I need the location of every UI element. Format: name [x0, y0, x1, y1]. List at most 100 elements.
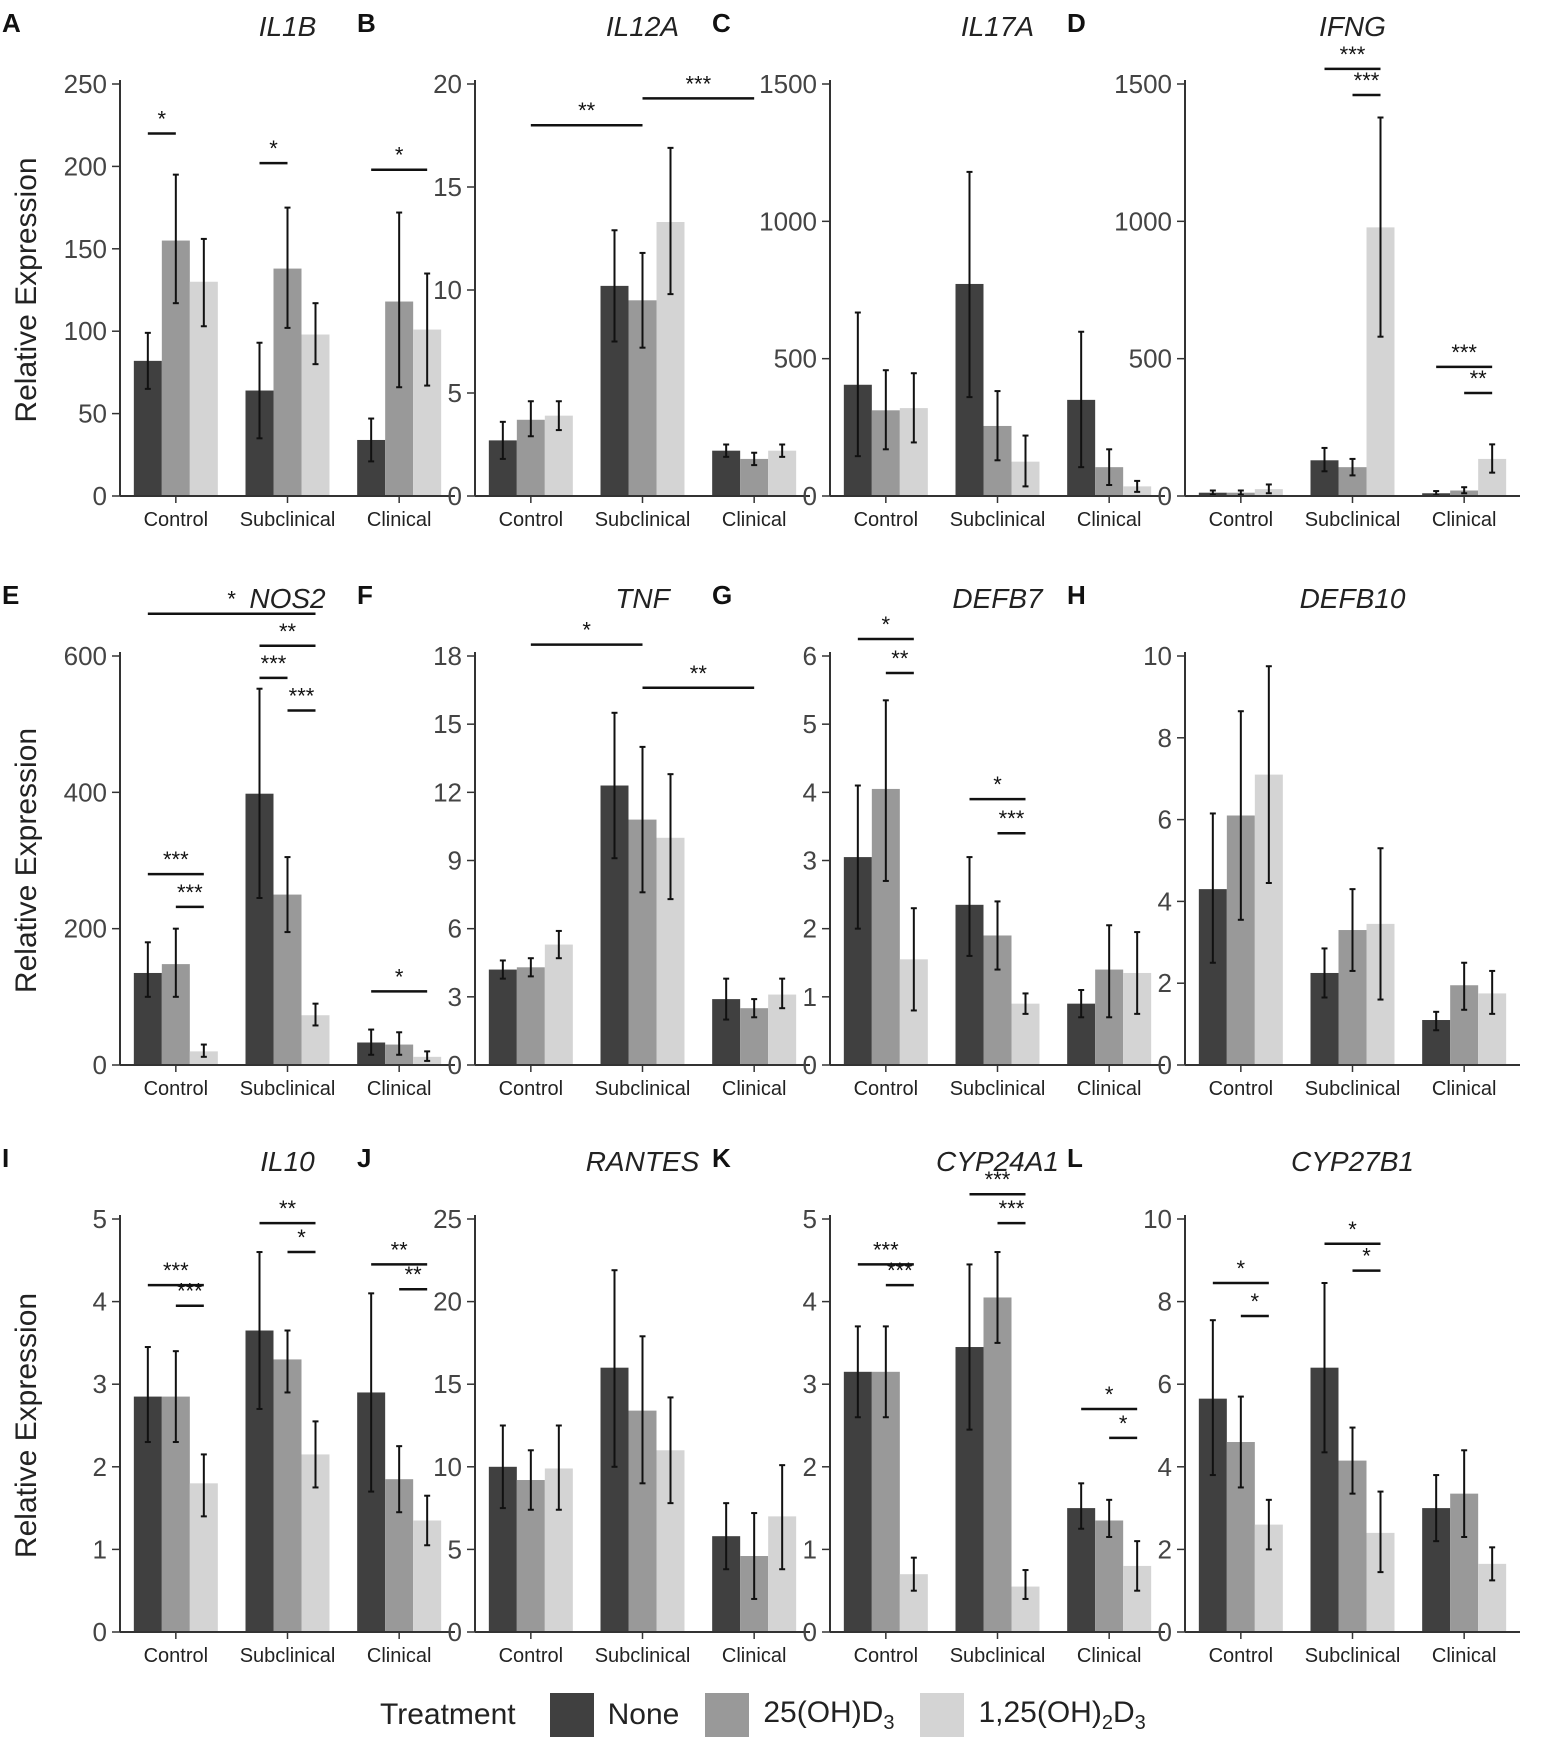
- y-tick-label: 1500: [1114, 69, 1172, 99]
- panel-letter: J: [357, 1143, 371, 1173]
- significance-label: *: [882, 612, 891, 637]
- panel-letter: I: [2, 1143, 9, 1173]
- y-tick-label: 500: [1129, 344, 1172, 374]
- panel-letter: A: [2, 8, 21, 38]
- significance-label: ***: [163, 1258, 189, 1283]
- y-tick-label: 12: [433, 777, 462, 807]
- y-tick-label: 6: [1158, 1369, 1172, 1399]
- y-tick-label: 6: [803, 641, 817, 671]
- x-tick-label: Subclinical: [1305, 1645, 1401, 1667]
- significance-label: ***: [873, 1237, 899, 1262]
- x-tick-label: Subclinical: [240, 1078, 336, 1100]
- panel-title: NOS2: [249, 583, 326, 614]
- legend-item-125oh2d3: 1,25(OH)2D3: [920, 1693, 1146, 1737]
- y-tick-label: 2: [803, 1452, 817, 1482]
- panel-b: B IL12A 0 5 10 15 20 Control Subclinical Clinical…: [357, 8, 810, 531]
- significance-label: ***: [999, 806, 1025, 831]
- y-tick-label: 4: [93, 1287, 107, 1317]
- legend-item-none: None: [549, 1693, 679, 1737]
- significance-label: *: [1119, 1411, 1128, 1436]
- y-tick-label: 6: [1158, 805, 1172, 835]
- panel-e: E NOS2 0 200 400 600 Control Subclinical Clinica…: [2, 580, 455, 1100]
- significance-label: *: [582, 618, 591, 643]
- significance-label: **: [279, 1196, 297, 1221]
- significance-label: *: [993, 772, 1002, 797]
- panel-letter: C: [712, 8, 731, 38]
- significance-label: ***: [1451, 340, 1477, 365]
- panel-letter: K: [712, 1143, 731, 1173]
- y-tick-label: 0: [1158, 481, 1172, 511]
- x-tick-label: Clinical: [367, 1078, 431, 1100]
- x-tick-label: Control: [144, 1078, 208, 1100]
- y-tick-label: 4: [803, 1287, 817, 1317]
- x-tick-label: Clinical: [367, 509, 431, 531]
- x-tick-label: Control: [1209, 1078, 1273, 1100]
- significance-label: *: [395, 964, 404, 989]
- x-tick-label: Clinical: [1432, 1078, 1496, 1100]
- significance-label: *: [1251, 1289, 1260, 1314]
- y-tick-label: 5: [93, 1204, 107, 1234]
- y-tick-label: 25: [433, 1204, 462, 1234]
- x-tick-label: Subclinical: [950, 509, 1046, 531]
- y-tick-label: 2: [1158, 1534, 1172, 1564]
- panel-letter: G: [712, 580, 732, 610]
- y-tick-label: 0: [93, 1050, 107, 1080]
- legend: Treatment None 25(OH)D3 1,25(OH)2D3: [380, 1690, 1172, 1740]
- y-tick-label: 200: [64, 914, 107, 944]
- y-tick-label: 0: [448, 481, 462, 511]
- significance-label: ***: [1354, 68, 1380, 93]
- significance-label: **: [891, 646, 909, 671]
- legend-item-25ohd3: 25(OH)D3: [705, 1693, 894, 1737]
- significance-label: *: [227, 587, 236, 612]
- panel-c: C IL17A 0 500 1000 1500 Control Subclinical Clin…: [712, 8, 1165, 531]
- y-tick-label: 0: [803, 1617, 817, 1647]
- y-tick-label: 400: [64, 777, 107, 807]
- significance-label: ***: [985, 1167, 1011, 1192]
- x-tick-label: Subclinical: [950, 1645, 1046, 1667]
- y-tick-label: 4: [1158, 886, 1172, 916]
- y-tick-label: 4: [803, 777, 817, 807]
- y-tick-label: 100: [64, 316, 107, 346]
- significance-label: *: [158, 106, 167, 131]
- y-tick-label: 1000: [1114, 206, 1172, 236]
- panel-letter: B: [357, 8, 376, 38]
- significance-label: ***: [685, 71, 711, 96]
- significance-label: **: [1470, 366, 1488, 391]
- y-tick-label: 5: [803, 709, 817, 739]
- significance-label: *: [1348, 1217, 1357, 1242]
- x-tick-label: Clinical: [367, 1645, 431, 1667]
- panel-title: RANTES: [586, 1146, 700, 1177]
- y-tick-label: 5: [448, 378, 462, 408]
- x-tick-label: Subclinical: [595, 1078, 691, 1100]
- x-tick-label: Clinical: [1432, 1645, 1496, 1667]
- x-tick-label: Control: [1209, 1645, 1273, 1667]
- significance-label: *: [1362, 1244, 1371, 1269]
- panel-title: IL17A: [961, 11, 1034, 42]
- y-tick-label: 0: [448, 1617, 462, 1647]
- x-tick-label: Clinical: [1077, 509, 1141, 531]
- panel-d: D IFNG 0 500 1000 1500 Control Subclinical Clini…: [1067, 8, 1520, 531]
- panel-letter: D: [1067, 8, 1086, 38]
- y-tick-label: 9: [448, 846, 462, 876]
- y-tick-label: 3: [448, 982, 462, 1012]
- y-axis-title: Relative Expression: [10, 157, 43, 422]
- significance-label: ***: [887, 1258, 913, 1283]
- y-axis-title: Relative Expression: [10, 728, 43, 993]
- panel-title: IFNG: [1319, 11, 1386, 42]
- significance-label: ***: [999, 1196, 1025, 1221]
- x-tick-label: Control: [144, 509, 208, 531]
- panel-l: L CYP27B1 0 2 4 6 8 10 Control Subclinical Clinica…: [1067, 1143, 1520, 1667]
- significance-label: ***: [289, 684, 315, 709]
- panel-title: IL1B: [259, 11, 317, 42]
- significance-label: ***: [1340, 42, 1366, 67]
- x-tick-label: Subclinical: [595, 509, 691, 531]
- legend-label-25ohd3: 25(OH)D3: [763, 1695, 895, 1734]
- significance-label: ***: [163, 847, 189, 872]
- significance-label: ***: [177, 1279, 203, 1304]
- significance-label: **: [405, 1262, 423, 1287]
- panel-title: IL12A: [606, 11, 679, 42]
- panel-j: J RANTES 0 5 10 15 20 25 Control Subclinical Clini…: [357, 1143, 810, 1667]
- y-tick-label: 50: [78, 399, 107, 429]
- panel-g: G DEFB7 0 1 2 3 4 5 6 Control Subclinical Clinical *…: [712, 580, 1165, 1100]
